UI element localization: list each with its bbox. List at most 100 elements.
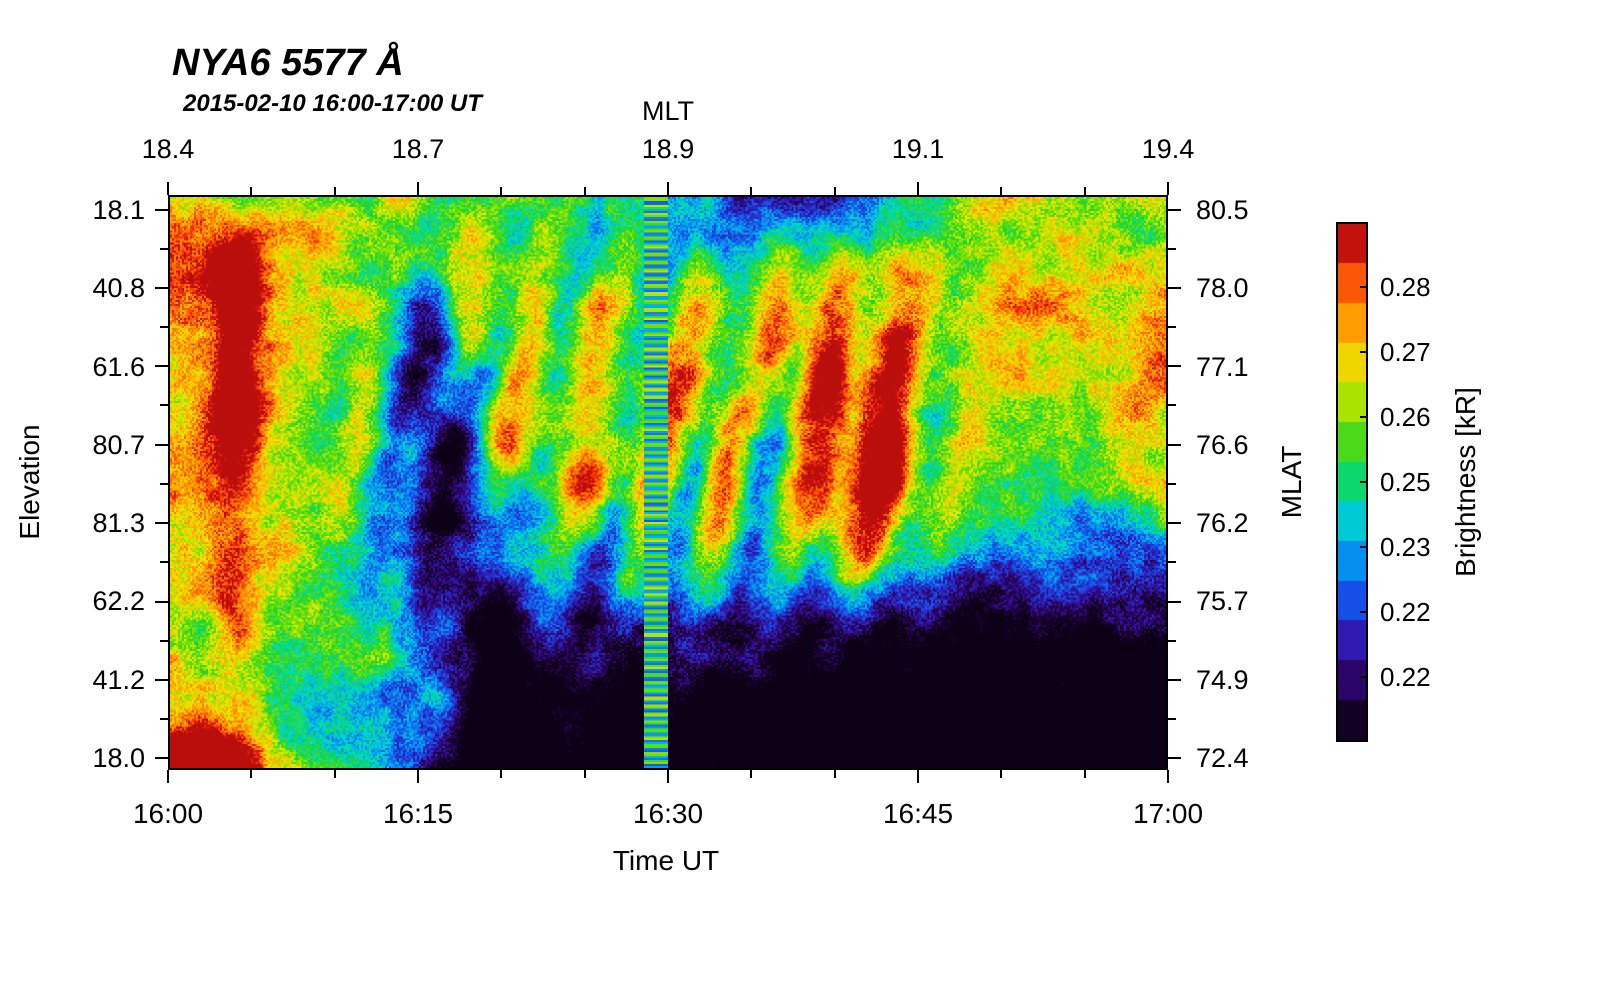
right-axis-tick-label: 78.0 [1196, 273, 1249, 303]
plot-area [168, 195, 1168, 770]
plot-title: NYA6 5577 Å [172, 42, 404, 84]
left-axis-tick-label: 18.0 [92, 743, 145, 773]
tick-mark [1168, 717, 1176, 720]
top-axis-tick-label: 18.4 [141, 134, 195, 164]
tick-mark [160, 326, 168, 329]
colorbar-tick-label: 0.23 [1380, 532, 1431, 562]
tick-mark [1360, 351, 1368, 353]
left-axis-tick-label: 61.6 [92, 352, 145, 382]
tick-mark [583, 187, 586, 195]
left-axis-label: Elevation [14, 424, 45, 540]
tick-mark [917, 182, 919, 195]
tick-mark [1000, 187, 1003, 195]
tick-mark [155, 443, 168, 446]
bottom-axis-tick-label: 16:00 [132, 798, 204, 829]
tick-mark [160, 404, 168, 407]
tick-mark [750, 770, 753, 778]
tick-mark [155, 600, 168, 603]
left-axis-tick-label: 40.8 [92, 273, 145, 303]
tick-mark [500, 770, 503, 778]
right-axis-tick-label: 76.6 [1196, 430, 1249, 460]
left-axis-tick-label: 41.2 [92, 665, 145, 695]
tick-mark [155, 287, 168, 290]
tick-mark [1083, 770, 1086, 778]
bottom-axis-label: Time UT [612, 845, 720, 876]
colorbar-tick-label: 0.22 [1380, 662, 1431, 692]
tick-mark [417, 182, 419, 195]
tick-mark [155, 678, 168, 681]
top-axis-tick-label: 19.4 [1141, 134, 1195, 164]
right-axis-tick-label: 80.5 [1196, 195, 1249, 225]
tick-mark [1168, 600, 1181, 603]
tick-mark [1360, 676, 1368, 678]
colorbar-tick-label: 0.25 [1380, 467, 1431, 497]
tick-mark [1360, 611, 1368, 613]
right-axis-tick-label: 74.9 [1196, 665, 1249, 695]
tick-mark [1168, 326, 1176, 329]
tick-mark [1168, 404, 1176, 407]
tick-mark [160, 717, 168, 720]
right-axis-tick-label: 76.2 [1196, 508, 1249, 538]
tick-mark [750, 187, 753, 195]
colorbar-tick-label: 0.26 [1380, 402, 1431, 432]
tick-mark [1360, 286, 1368, 288]
tick-mark [155, 522, 168, 525]
tick-mark [1168, 678, 1181, 681]
bottom-axis-tick-label: 17:00 [1132, 798, 1204, 829]
tick-mark [833, 187, 836, 195]
tick-mark [167, 182, 169, 195]
bottom-axis-tick-label: 16:45 [882, 798, 954, 829]
tick-mark [417, 770, 419, 783]
tick-mark [1168, 287, 1181, 290]
right-axis-label: MLAT [1276, 445, 1307, 519]
right-axis-tick-label: 75.7 [1196, 586, 1249, 616]
bottom-axis-tick-label: 16:30 [632, 798, 704, 829]
tick-mark [1168, 639, 1176, 642]
top-axis-tick-label: 18.9 [641, 134, 695, 164]
plot-subtitle: 2015-02-10 16:00-17:00 UT [183, 90, 482, 117]
tick-mark [1168, 443, 1181, 446]
tick-mark [1000, 770, 1003, 778]
tick-mark [155, 756, 168, 759]
tick-mark [1167, 770, 1169, 783]
tick-mark [250, 187, 253, 195]
bottom-axis-tick-label: 16:15 [382, 798, 454, 829]
tick-mark [917, 770, 919, 783]
tick-mark [155, 365, 168, 368]
tick-mark [167, 770, 169, 783]
tick-mark [833, 770, 836, 778]
tick-mark [583, 770, 586, 778]
tick-mark [1168, 561, 1176, 564]
tick-mark [500, 187, 503, 195]
colorbar-tick-label: 0.27 [1380, 337, 1431, 367]
tick-mark [667, 770, 669, 783]
tick-mark [1360, 416, 1368, 418]
left-axis-tick-label: 18.1 [92, 195, 145, 225]
colorbar-label: Brightness [kR] [1450, 387, 1481, 577]
tick-mark [160, 248, 168, 251]
tick-mark [333, 770, 336, 778]
colorbar-tick-label: 0.22 [1380, 597, 1431, 627]
tick-mark [1168, 522, 1181, 525]
left-axis-tick-label: 62.2 [92, 586, 145, 616]
top-axis-tick-label: 19.1 [891, 134, 945, 164]
colorbar-tick-label: 0.28 [1380, 272, 1431, 302]
tick-mark [1168, 756, 1181, 759]
right-axis-tick-label: 77.1 [1196, 352, 1249, 382]
right-axis-tick-label: 72.4 [1196, 743, 1249, 773]
top-axis-tick-label: 18.7 [391, 134, 445, 164]
tick-mark [1168, 208, 1181, 211]
top-axis-label: MLT [642, 96, 694, 126]
tick-mark [160, 482, 168, 485]
tick-mark [333, 187, 336, 195]
tick-mark [160, 639, 168, 642]
tick-mark [160, 561, 168, 564]
tick-mark [250, 770, 253, 778]
heatmap-canvas [170, 197, 1166, 768]
tick-mark [1168, 365, 1181, 368]
tick-mark [1360, 546, 1368, 548]
tick-mark [1083, 187, 1086, 195]
tick-mark [1167, 182, 1169, 195]
tick-mark [1168, 482, 1176, 485]
